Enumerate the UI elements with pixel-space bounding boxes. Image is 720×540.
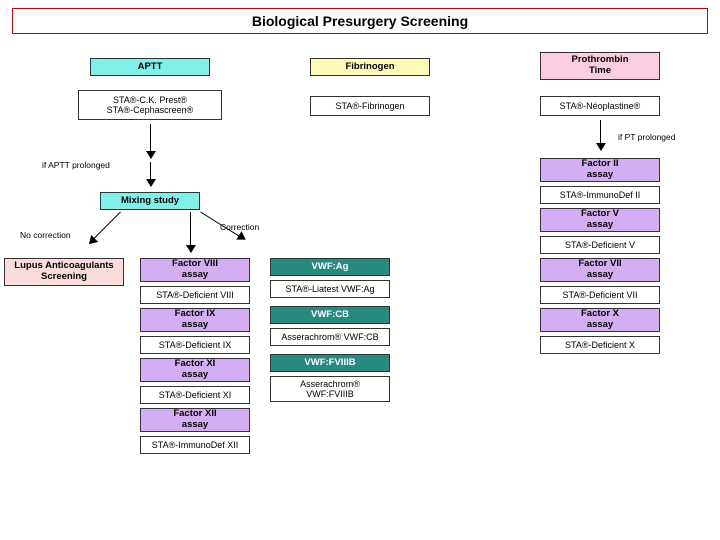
- pt-product-0: STA®-ImmunoDef II: [540, 186, 660, 204]
- vwf-product-1: Asserachrom® VWF:CB: [270, 328, 390, 346]
- arrow-pt: [600, 120, 601, 150]
- pt-assay-0: Factor II assay: [540, 158, 660, 182]
- factor-assay-1: Factor IX assay: [140, 308, 250, 332]
- vwf-head-1: VWF:CB: [270, 306, 390, 324]
- factor-assay-3: Factor XII assay: [140, 408, 250, 432]
- fibrinogen-product: STA®-Fibrinogen: [310, 96, 430, 116]
- mixing-study: Mixing study: [100, 192, 200, 210]
- arrow-aptt-1: [150, 124, 151, 158]
- pt-product-3: STA®-Deficient X: [540, 336, 660, 354]
- aptt-products: STA®-C.K. Prest® STA®-Cephascreen®: [78, 90, 222, 120]
- factor-product-2: STA®-Deficient XI: [140, 386, 250, 404]
- factor-assay-2: Factor XI assay: [140, 358, 250, 382]
- arrow-corr-mid: [190, 212, 191, 252]
- pt-assay-3: Factor X assay: [540, 308, 660, 332]
- vwf-head-2: VWF:FVIIIB: [270, 354, 390, 372]
- page-title: Biological Presurgery Screening: [12, 8, 708, 34]
- fibrinogen-header: Fibrinogen: [310, 58, 430, 76]
- pt-product-1: STA®-Deficient V: [540, 236, 660, 254]
- label-corr: Correction: [220, 222, 259, 232]
- aptt-header: APTT: [90, 58, 210, 76]
- lupus-box: Lupus Anticoagulants Screening: [4, 258, 124, 286]
- vwf-product-2: Asserachrom® VWF:FVIIIB: [270, 376, 390, 402]
- arrow-aptt-2: [150, 162, 151, 186]
- vwf-head-0: VWF:Ag: [270, 258, 390, 276]
- pt-header: Prothrombin Time: [540, 52, 660, 80]
- factor-assay-0: Factor VIII assay: [140, 258, 250, 282]
- pt-assay-1: Factor V assay: [540, 208, 660, 232]
- pt-product-2: STA®-Deficient VII: [540, 286, 660, 304]
- pt-assay-2: Factor VII assay: [540, 258, 660, 282]
- arrow-nocorr: [89, 212, 121, 244]
- label-nocorr: No correction: [20, 230, 71, 240]
- factor-product-3: STA®-ImmunoDef XII: [140, 436, 250, 454]
- factor-product-1: STA®-Deficient IX: [140, 336, 250, 354]
- label-aptt-cond: if APTT prolonged: [42, 160, 110, 170]
- label-pt-cond: if PT prolonged: [618, 132, 676, 142]
- pt-product: STA®-Néoplastine®: [540, 96, 660, 116]
- factor-product-0: STA®-Deficient VIII: [140, 286, 250, 304]
- vwf-product-0: STA®-Liatest VWF:Ag: [270, 280, 390, 298]
